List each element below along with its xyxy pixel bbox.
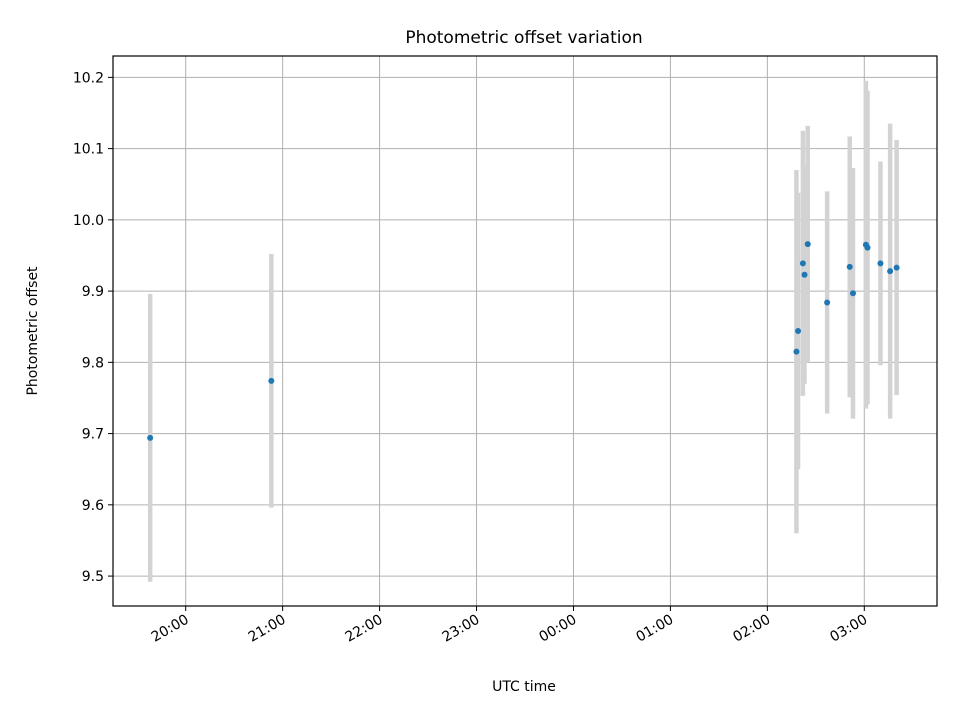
y-tick-label: 9.5 — [82, 569, 104, 585]
y-tick-label: 10.0 — [73, 213, 104, 229]
y-tick-label: 9.6 — [82, 498, 104, 514]
data-point — [799, 260, 806, 267]
data-point — [877, 260, 884, 267]
y-tick-label: 9.7 — [82, 427, 104, 443]
data-point — [793, 348, 800, 355]
data-point — [801, 271, 808, 278]
data-point — [893, 264, 900, 271]
plot-frame — [112, 55, 938, 607]
data-point — [268, 377, 275, 384]
data-points — [147, 241, 900, 441]
y-axis-label: Photometric offset — [25, 266, 41, 396]
y-tick-label: 9.8 — [82, 355, 104, 371]
data-point — [849, 290, 856, 297]
y-tick-label: 10.2 — [73, 70, 104, 86]
data-point — [887, 268, 894, 275]
data-point — [804, 241, 811, 248]
data-point — [846, 263, 853, 270]
data-point — [795, 328, 802, 334]
y-tick-label: 9.9 — [82, 284, 104, 300]
data-point — [864, 244, 871, 251]
data-point — [824, 299, 831, 306]
x-axis-label: UTC time — [492, 679, 556, 695]
chart-title: Photometric offset variation — [405, 28, 642, 48]
y-tick-label: 10.1 — [73, 142, 104, 158]
data-point — [147, 434, 154, 441]
y-axis-ticks: 9.5 9.6 9.7 9.8 9.9 10.0 10.1 10.2 — [73, 70, 113, 585]
